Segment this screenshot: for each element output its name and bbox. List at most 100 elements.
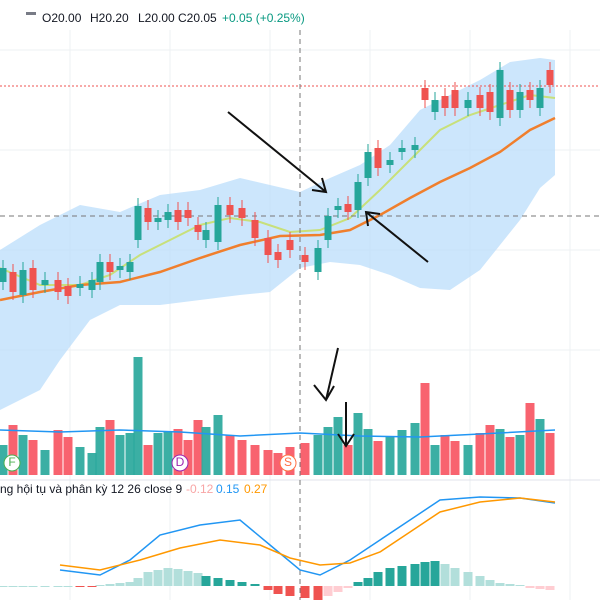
candle-body xyxy=(174,210,182,222)
histogram-bar xyxy=(285,586,295,596)
candle-body xyxy=(386,160,394,165)
histogram-bar xyxy=(273,586,283,594)
histogram-bar xyxy=(250,584,260,586)
volume-bar xyxy=(397,430,407,475)
volume-bar xyxy=(333,417,343,475)
histogram-bar xyxy=(343,586,353,588)
candle-body xyxy=(19,270,27,295)
volume-bar xyxy=(153,433,163,475)
volume-bar xyxy=(0,445,8,475)
event-marker: S xyxy=(284,455,292,469)
histogram-bar xyxy=(201,576,211,586)
volume-bar xyxy=(373,441,383,475)
volume-bar xyxy=(63,437,73,475)
histogram-bar xyxy=(143,572,153,586)
histogram-bar xyxy=(440,564,450,586)
indicator-value: 0.27 xyxy=(244,482,268,496)
histogram-bar xyxy=(153,570,163,586)
candle-body xyxy=(0,268,7,282)
event-marker: F xyxy=(8,455,15,469)
volume-bar xyxy=(353,413,363,475)
histogram-bar xyxy=(535,586,545,589)
histogram-bar xyxy=(163,568,173,586)
event-markers: F D S xyxy=(3,454,297,472)
histogram-bar xyxy=(363,578,373,586)
indicator-name: ng hội tụ và phân kỳ 12 26 close 9 xyxy=(0,482,182,496)
histogram-bar xyxy=(75,586,85,587)
candle-body xyxy=(76,284,84,288)
histogram-bar xyxy=(430,561,440,586)
candle-body xyxy=(374,148,382,168)
volume-bar xyxy=(8,425,18,475)
volume-bar xyxy=(263,450,273,475)
histogram-bar xyxy=(353,582,363,586)
signal-line xyxy=(59,497,556,571)
volume-bar xyxy=(105,420,115,475)
volume-bar xyxy=(237,440,247,475)
candle-body xyxy=(238,208,246,218)
histogram-bar xyxy=(450,568,460,586)
candle-body xyxy=(411,145,419,150)
candle-body xyxy=(464,100,472,108)
volume-bar xyxy=(300,443,310,475)
volume-bar xyxy=(385,437,395,475)
candle-body xyxy=(354,182,362,210)
candle-body xyxy=(214,205,222,242)
volume-bar xyxy=(95,427,105,475)
candle-body xyxy=(226,205,234,215)
macd-histogram xyxy=(0,561,555,600)
annotation-arrows xyxy=(227,111,429,448)
histogram-bar xyxy=(515,585,525,586)
candle-body xyxy=(344,204,352,212)
candle-body xyxy=(144,208,152,222)
candle-body xyxy=(431,100,439,112)
indicator-value: -0.12 xyxy=(186,482,214,496)
histogram-bar xyxy=(475,576,485,586)
histogram-bar xyxy=(8,586,18,587)
histogram-bar xyxy=(300,586,310,598)
candle-body xyxy=(9,272,17,292)
histogram-bar xyxy=(28,586,38,587)
volume-bar xyxy=(463,445,473,475)
histogram-bar xyxy=(237,582,247,586)
volume-bar xyxy=(125,433,135,475)
volume-bar xyxy=(475,433,485,475)
candle-body xyxy=(264,238,272,255)
volume-bar xyxy=(115,435,125,475)
volume-bar xyxy=(87,453,97,475)
histogram-bar xyxy=(545,586,555,590)
candle-body xyxy=(96,262,104,282)
candle-body xyxy=(29,268,37,290)
histogram-bar xyxy=(125,582,135,586)
volume-bar xyxy=(450,441,460,475)
volume-bar xyxy=(535,419,545,475)
volume-average xyxy=(0,429,556,438)
candle-body xyxy=(126,262,134,272)
indicator-value: 0.15 xyxy=(216,482,240,496)
candle-body xyxy=(116,266,124,270)
candle-body xyxy=(441,96,449,108)
moving-average-long xyxy=(0,116,556,302)
volume-bar xyxy=(250,445,260,475)
histogram-bar xyxy=(225,580,235,586)
volume-bar xyxy=(163,431,173,475)
volume-bar xyxy=(505,437,515,475)
candle-body xyxy=(536,88,544,108)
histogram-bar xyxy=(485,580,495,586)
price-change: +0.05 (+0.25%) xyxy=(222,11,305,25)
histogram-bar xyxy=(18,586,28,587)
volume-bar xyxy=(40,450,50,475)
histogram-bar xyxy=(505,584,515,586)
candle-body xyxy=(496,70,504,118)
candle-body xyxy=(546,70,554,85)
macd-line xyxy=(59,496,556,576)
histogram-bar xyxy=(323,586,333,596)
volume-bar xyxy=(410,423,420,475)
histogram-bar xyxy=(373,572,383,586)
volume-bar xyxy=(525,403,535,475)
volume-bar xyxy=(75,447,85,475)
volume-bar xyxy=(545,433,555,475)
histogram-bar xyxy=(133,578,143,586)
candle-body xyxy=(154,218,162,222)
histogram-bar xyxy=(193,573,203,586)
